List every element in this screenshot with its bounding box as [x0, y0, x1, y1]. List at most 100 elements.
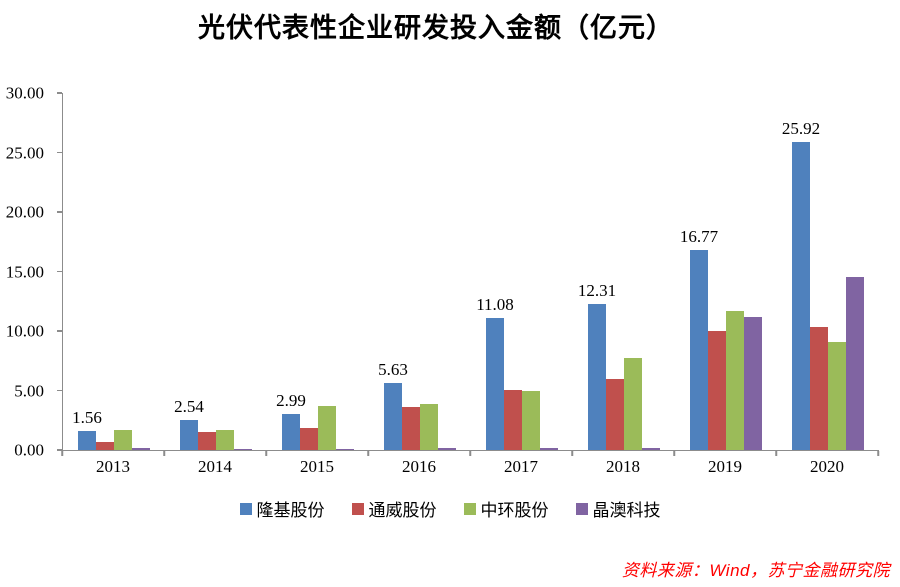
bar-中环股份-2017	[522, 391, 540, 450]
bar-隆基股份-2017: 11.08	[476, 296, 514, 450]
bar-groups: 1.56 2.54 2.99 5.63 11.08 12.31 16.77 25.92	[63, 93, 879, 450]
bar-晶澳科技-2015	[336, 448, 354, 450]
bar-group-2018: 12.31	[573, 93, 675, 450]
y-tick-mark	[57, 211, 62, 213]
x-tick-mark	[265, 451, 267, 456]
legend-marker-icon	[575, 502, 588, 515]
y-tick-mark	[57, 389, 62, 392]
y-tick-mark	[57, 270, 62, 273]
data-label-2015: 2.99	[276, 391, 306, 411]
bar-隆基股份-2016: 5.63	[378, 361, 408, 450]
bar-隆基股份-2018: 12.31	[578, 282, 616, 450]
bar-晶澳科技-2014	[234, 448, 252, 450]
x-tick-mark	[163, 451, 165, 456]
legend-item-中环股份: 中环股份	[463, 496, 549, 521]
x-axis-label-2013: 2013	[96, 457, 130, 476]
bar-通威股份-2016	[402, 407, 420, 450]
bar-通威股份-2013	[96, 441, 114, 450]
bar-中环股份-2013	[114, 429, 132, 450]
y-tick-marks	[57, 92, 62, 451]
data-label-2016: 5.63	[378, 360, 408, 380]
bar-中环股份-2019	[726, 310, 744, 450]
data-label-2020: 25.92	[781, 118, 821, 138]
legend-item-晶澳科技: 晶澳科技	[575, 496, 661, 521]
bar-通威股份-2018	[606, 378, 624, 450]
bar-group-2015: 2.99	[267, 93, 369, 450]
x-axis-label-2017: 2017	[504, 457, 538, 476]
legend-marker-icon	[463, 502, 476, 515]
x-axis-label-2015: 2015	[300, 457, 334, 476]
bar-中环股份-2016	[420, 403, 438, 450]
bar-中环股份-2020	[828, 342, 846, 450]
bar-晶澳科技-2017	[540, 447, 558, 450]
plot-area: 1.56 2.54 2.99 5.63 11.08 12.31 16.77 25.92	[62, 93, 879, 451]
bar-隆基股份-2014: 2.54	[174, 398, 204, 450]
chart-title: 光伏代表性企业研发投入金额（亿元）	[198, 13, 674, 43]
bar-通威股份-2017	[504, 389, 522, 450]
bar-隆基股份-2020: 25.92	[782, 120, 820, 450]
bar-隆基股份-2013: 1.56	[72, 409, 102, 450]
legend: 隆基股份 通威股份 中环股份 晶澳科技	[0, 496, 900, 521]
x-tick-mark	[775, 451, 777, 456]
data-label-2018: 12.31	[577, 280, 617, 300]
bar-通威股份-2020	[810, 326, 828, 450]
bar-中环股份-2014	[216, 429, 234, 450]
y-tick-mark	[57, 330, 62, 332]
x-axis-label-2016: 2016	[402, 457, 436, 476]
bar-group-2016: 5.63	[369, 93, 471, 450]
x-tick-mark	[571, 451, 573, 456]
legend-marker-icon	[351, 502, 364, 515]
bar-晶澳科技-2013	[132, 448, 150, 450]
y-axis-label-15.00: 15.00	[5, 262, 44, 281]
y-axis-labels: 0.00 5.00 10.00 15.00 20.00 25.00 30.00	[0, 85, 54, 459]
x-tick-mark	[673, 451, 675, 456]
bar-晶澳科技-2018	[642, 447, 660, 450]
legend-label: 通威股份	[368, 501, 437, 520]
data-label-2017: 11.08	[476, 295, 514, 315]
legend-label: 中环股份	[480, 501, 549, 520]
bar-group-2014: 2.54	[165, 93, 267, 450]
bar-group-2019: 16.77	[675, 93, 777, 450]
legend-marker-icon	[239, 502, 252, 515]
data-label-2019: 16.77	[679, 227, 719, 247]
y-tick-mark	[57, 92, 62, 94]
y-axis-label-30.00: 30.00	[5, 83, 44, 103]
legend-label: 隆基股份	[256, 501, 325, 520]
y-axis-label-20.00: 20.00	[5, 202, 44, 222]
bar-中环股份-2018	[624, 357, 642, 450]
legend-label: 晶澳科技	[592, 501, 661, 520]
bar-通威股份-2015	[300, 428, 318, 450]
source-note: 资料来源：Wind，苏宁金融研究院	[621, 561, 890, 580]
data-label-2013: 1.56	[72, 408, 102, 428]
x-tick-mark	[367, 451, 369, 456]
y-axis-label-0.00: 0.00	[14, 440, 44, 460]
data-label-2014: 2.54	[174, 396, 204, 416]
x-axis-label-2020: 2020	[810, 457, 844, 476]
bar-隆基股份-2019: 16.77	[680, 228, 718, 450]
x-axis-label-2018: 2018	[606, 457, 640, 476]
legend-item-通威股份: 通威股份	[351, 496, 437, 521]
legend-item-隆基股份: 隆基股份	[239, 496, 325, 521]
bar-晶澳科技-2020	[846, 277, 864, 450]
x-axis-labels: 2013 2014 2015 2016 2017 2018 2019 2020	[62, 457, 878, 477]
y-tick-mark	[57, 449, 62, 451]
x-axis-label-2019: 2019	[708, 457, 742, 476]
bar-通威股份-2014	[198, 432, 216, 450]
bar-中环股份-2015	[318, 405, 336, 450]
bar-晶澳科技-2019	[744, 316, 762, 450]
bar-隆基股份-2015: 2.99	[276, 392, 306, 450]
y-axis-label-5.00: 5.00	[14, 381, 44, 400]
bar-group-2020: 25.92	[777, 93, 879, 450]
y-axis-label-10.00: 10.00	[5, 321, 44, 341]
x-axis-label-2014: 2014	[198, 457, 232, 476]
bar-通威股份-2019	[708, 331, 726, 450]
y-axis-label-25.00: 25.00	[5, 143, 44, 162]
x-tick-marks	[61, 450, 879, 456]
bar-group-2017: 11.08	[471, 93, 573, 450]
y-tick-mark	[57, 151, 62, 154]
x-tick-mark	[61, 451, 63, 456]
x-tick-mark	[877, 451, 879, 456]
bar-晶澳科技-2016	[438, 447, 456, 450]
bar-group-2013: 1.56	[63, 93, 165, 450]
